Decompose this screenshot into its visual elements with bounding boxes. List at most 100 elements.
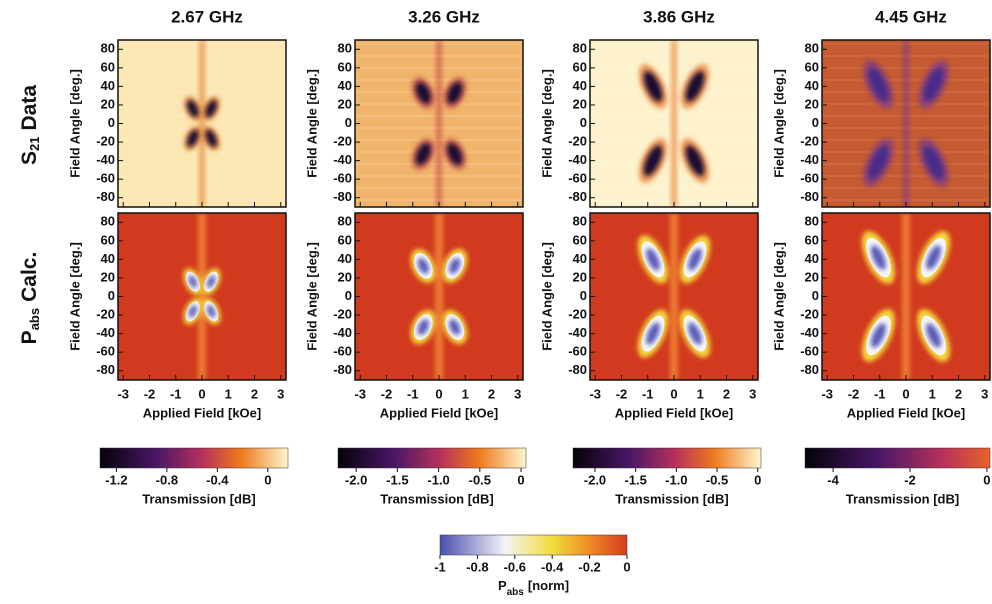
x-tick-label: -1 <box>874 386 886 401</box>
x-tick-label: -2 <box>381 386 393 401</box>
column-title: 2.67 GHz <box>171 7 243 26</box>
colorbar-tick-label: 0 <box>983 472 990 487</box>
y-tick-label: 40 <box>101 251 115 266</box>
x-tick-label: -1 <box>170 386 182 401</box>
colorbar-tick-label: -0.5 <box>706 472 728 487</box>
x-tick-label: -1 <box>407 386 419 401</box>
y-tick-label: -40 <box>568 325 587 340</box>
center-stripe <box>670 213 678 380</box>
y-tick-label: 0 <box>345 115 352 130</box>
y-tick-label: -40 <box>96 152 115 167</box>
y-tick-label: -80 <box>333 189 352 204</box>
y-tick-label: 0 <box>812 115 819 130</box>
y-tick-label: 20 <box>338 96 352 111</box>
y-tick-label: -60 <box>568 171 587 186</box>
y-tick-label: -40 <box>568 152 587 167</box>
colorbar-tick-label: -0.4 <box>541 559 564 574</box>
x-tick-label: 3 <box>749 386 756 401</box>
y-tick-label: 60 <box>338 232 352 247</box>
row-label-subscript: 21 <box>27 137 42 151</box>
colorbar-tick-label: -0.2 <box>578 559 600 574</box>
x-tick-label: -2 <box>616 386 628 401</box>
colorbar-tick-label: 0 <box>623 559 630 574</box>
colorbar <box>573 448 761 468</box>
colorbar-tick-label: -2 <box>904 472 916 487</box>
y-axis-label: Field Angle [deg.] <box>539 69 554 178</box>
heatmap <box>822 213 990 380</box>
y-tick-label: 20 <box>805 269 819 284</box>
y-tick-label: -60 <box>333 344 352 359</box>
y-tick-label: 80 <box>338 214 352 229</box>
pabs-colorbar-label: Pabs[norm] <box>498 578 569 597</box>
row-label: S21Data <box>18 85 43 165</box>
colorbar-tick-label: -1.2 <box>105 472 127 487</box>
y-tick-label: 0 <box>580 288 587 303</box>
y-tick-label: 40 <box>338 251 352 266</box>
center-stripe <box>903 40 909 207</box>
y-tick-label: -40 <box>333 152 352 167</box>
y-tick-label: 0 <box>345 288 352 303</box>
x-tick-label: -2 <box>848 386 860 401</box>
x-tick-label: 1 <box>697 386 704 401</box>
y-tick-label: 80 <box>101 41 115 56</box>
x-tick-label: 2 <box>251 386 258 401</box>
y-tick-label: -80 <box>96 189 115 204</box>
column-title: 3.86 GHz <box>643 7 715 26</box>
y-tick-label: -60 <box>568 344 587 359</box>
colorbar <box>100 448 288 468</box>
x-tick-label: -3 <box>821 386 833 401</box>
x-axis-label: Applied Field [kOe] <box>143 405 261 420</box>
x-tick-label: 3 <box>981 386 988 401</box>
colorbar <box>805 448 990 468</box>
y-axis-label: Field Angle [deg.] <box>67 69 82 178</box>
label-subscript: abs <box>507 587 525 598</box>
y-tick-label: 80 <box>101 214 115 229</box>
colorbar-tick-label: -2.0 <box>584 472 606 487</box>
heatmap <box>355 40 523 207</box>
heatmap <box>590 40 758 207</box>
colorbar-tick-label: -0.8 <box>466 559 488 574</box>
colorbar-tick-label: -0.6 <box>504 559 526 574</box>
y-tick-label: -20 <box>568 306 587 321</box>
y-tick-label: -40 <box>800 325 819 340</box>
heatmap <box>590 213 758 380</box>
x-tick-label: 0 <box>902 386 909 401</box>
y-tick-label: -40 <box>800 152 819 167</box>
y-tick-label: -40 <box>333 325 352 340</box>
colorbar-tick-label: 0 <box>517 472 524 487</box>
y-tick-label: -80 <box>96 362 115 377</box>
y-tick-label: 80 <box>805 41 819 56</box>
y-tick-label: -20 <box>96 133 115 148</box>
y-tick-label: -60 <box>800 171 819 186</box>
y-tick-label: 60 <box>805 232 819 247</box>
y-tick-label: -60 <box>96 171 115 186</box>
y-axis-label: Field Angle [deg.] <box>539 242 554 351</box>
y-tick-label: -80 <box>800 362 819 377</box>
y-tick-label: 80 <box>338 41 352 56</box>
center-stripe <box>436 40 442 207</box>
row-label-text: Calc. <box>18 252 41 302</box>
y-axis-label: Field Angle [deg.] <box>304 69 319 178</box>
y-tick-label: 20 <box>805 96 819 111</box>
x-tick-label: 0 <box>670 386 677 401</box>
x-tick-label: 3 <box>277 386 284 401</box>
x-axis-label: Applied Field [kOe] <box>847 405 965 420</box>
x-tick-label: -2 <box>144 386 156 401</box>
colorbar-tick-label: -0.4 <box>206 472 229 487</box>
y-tick-label: 20 <box>101 269 115 284</box>
heatmap <box>118 213 286 380</box>
x-tick-label: 1 <box>225 386 232 401</box>
colorbar-tick-label: 0 <box>264 472 271 487</box>
y-tick-label: 60 <box>101 59 115 74</box>
center-stripe <box>198 213 206 380</box>
colorbar <box>338 448 526 468</box>
x-tick-label: -1 <box>642 386 654 401</box>
x-axis-label: Applied Field [kOe] <box>380 405 498 420</box>
y-tick-label: -80 <box>333 362 352 377</box>
colorbar-tick-label: -1.5 <box>624 472 646 487</box>
colorbar-tick-label: -0.5 <box>469 472 491 487</box>
x-tick-label: 3 <box>514 386 521 401</box>
x-tick-label: -3 <box>354 386 366 401</box>
y-tick-label: 20 <box>338 269 352 284</box>
center-stripe <box>435 213 443 380</box>
